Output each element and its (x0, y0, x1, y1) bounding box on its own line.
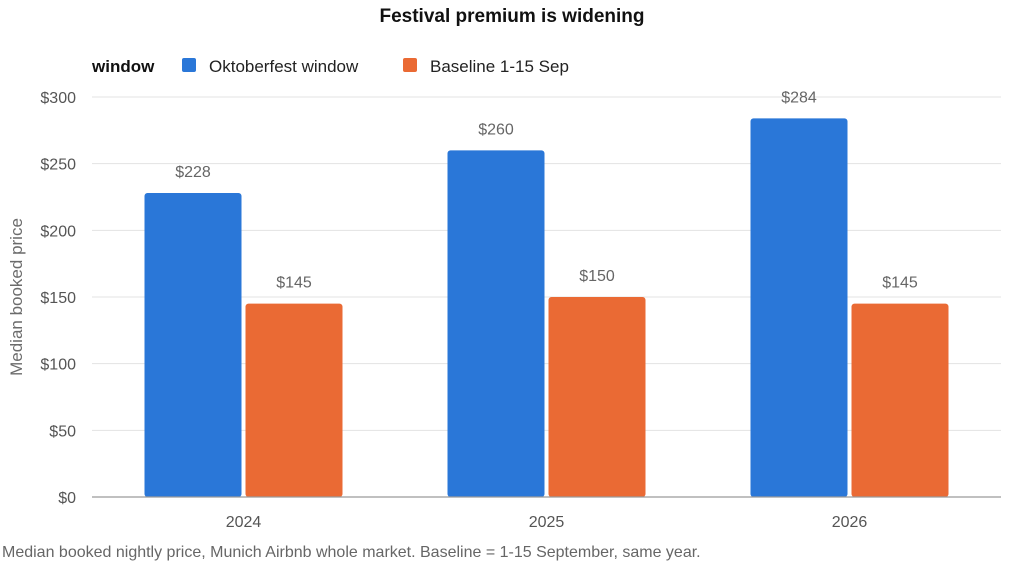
data-label: $150 (579, 268, 615, 285)
y-tick-label: $250 (40, 157, 76, 174)
x-axis-ticks: 2024 2025 2026 (226, 514, 868, 531)
y-tick-label: $100 (40, 357, 76, 374)
chart-title: Festival premium is widening (379, 6, 644, 27)
data-label: $284 (781, 89, 817, 106)
y-tick-label: $50 (49, 423, 76, 440)
legend-swatch-oktoberfest-window (182, 58, 196, 72)
y-axis-label: Median booked price (7, 218, 26, 376)
y-tick-label: $300 (40, 90, 76, 107)
legend-swatch-baseline (403, 58, 417, 72)
data-labels: $228 $145 $260 $150 $284 $145 (175, 89, 918, 291)
bar-2024-oktoberfest-window (144, 193, 242, 497)
bar-2024-baseline (245, 303, 343, 497)
x-tick-label: 2024 (226, 514, 262, 531)
y-axis-ticks: $0 $50 $100 $150 $200 $250 $300 (40, 90, 76, 507)
y-tick-label: $150 (40, 290, 76, 307)
y-tick-label: $0 (58, 490, 76, 507)
legend-label-baseline: Baseline 1-15 Sep (430, 57, 569, 76)
gridlines (92, 96, 1001, 431)
data-label: $228 (175, 164, 211, 181)
legend-label-oktoberfest-window: Oktoberfest window (209, 57, 359, 76)
data-label: $145 (882, 275, 918, 292)
bar-2026-baseline (851, 303, 949, 497)
bar-2025-oktoberfest-window (447, 150, 545, 498)
y-tick-label: $200 (40, 223, 76, 240)
x-tick-label: 2026 (832, 514, 868, 531)
bar-2026-oktoberfest-window (750, 118, 848, 497)
bar-2025-baseline (548, 297, 646, 497)
chart-caption: Median booked nightly price, Munich Airb… (2, 544, 701, 561)
bars (144, 118, 949, 498)
legend-title: window (91, 57, 155, 76)
legend: window Oktoberfest window Baseline 1-15 … (91, 57, 569, 76)
data-label: $260 (478, 121, 514, 138)
data-label: $145 (276, 275, 312, 292)
x-tick-label: 2025 (529, 514, 565, 531)
